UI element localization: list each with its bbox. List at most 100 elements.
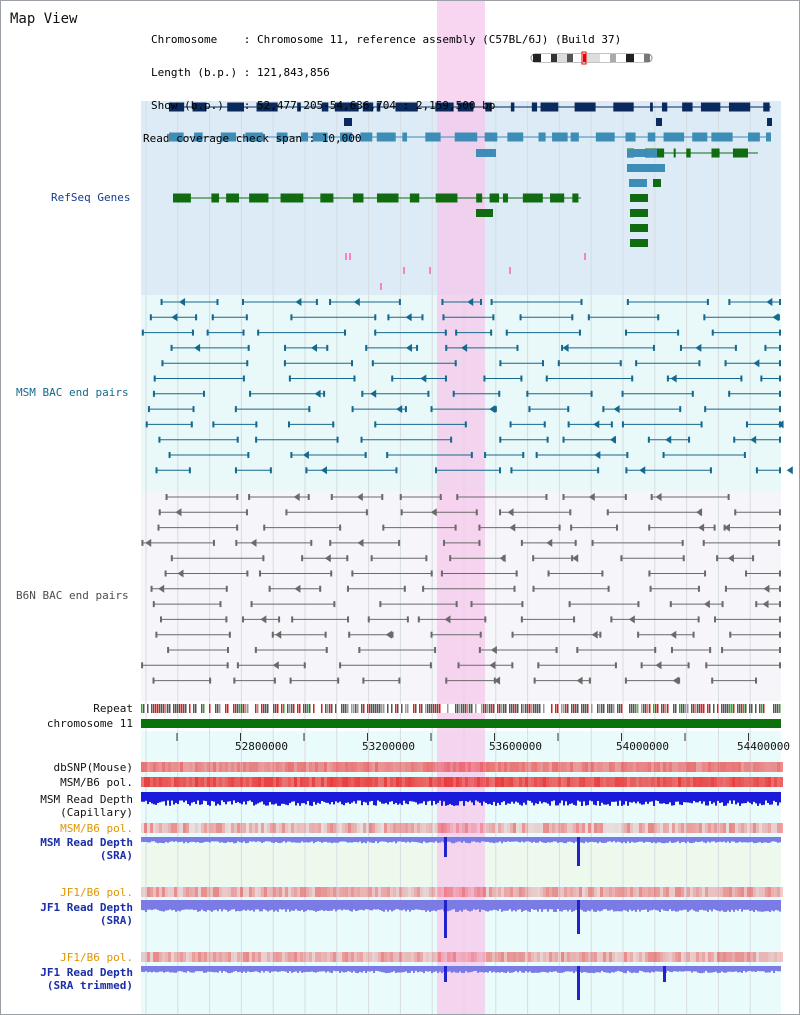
read-depth-bar — [631, 837, 633, 842]
repeat-element — [155, 704, 157, 713]
bac-end — [698, 360, 701, 367]
polymorphism-cell — [471, 887, 474, 897]
read-depth-bar — [163, 837, 165, 844]
read-depth-bar — [767, 837, 769, 843]
read-depth-bar — [689, 837, 691, 843]
polymorphism-cell — [444, 952, 447, 962]
bac-arrow — [179, 298, 186, 306]
repeat-element — [395, 704, 397, 713]
read-depth-bar — [387, 837, 389, 843]
polymorphism-cell — [603, 887, 606, 897]
track-label-msm-b6-pol-2[interactable]: MSM/B6 pol. — [60, 822, 133, 835]
polymorphism-cell — [501, 823, 504, 833]
read-depth-bar — [225, 966, 227, 972]
polymorphism-cell — [741, 952, 744, 962]
read-depth-bar — [477, 900, 479, 910]
track-label-msm-bac[interactable]: MSM BAC end pairs — [16, 386, 129, 399]
gene-exon — [360, 132, 373, 142]
repeat-element — [173, 704, 175, 713]
polymorphism-cell — [351, 823, 354, 833]
track-label-dbsnp[interactable]: dbSNP(Mouse) — [53, 761, 133, 774]
read-depth-bar — [651, 837, 653, 844]
polymorphism-cell — [330, 762, 333, 772]
track-label-jf1-depth-trim[interactable]: JF1 Read Depth — [40, 966, 133, 979]
polymorphism-cell — [240, 823, 243, 833]
polymorphism-cell — [567, 952, 570, 962]
polymorphism-cell — [576, 777, 579, 787]
polymorphism-cell — [651, 823, 654, 833]
polymorphism-cell — [186, 762, 189, 772]
read-depth-bar — [327, 792, 329, 803]
track-label-refseq[interactable]: RefSeq Genes — [51, 191, 131, 204]
repeat-element — [325, 704, 327, 713]
read-depth-bar — [735, 900, 737, 910]
read-depth-bar — [675, 837, 677, 843]
track-label-chromosome[interactable]: chromosome 11 — [46, 717, 133, 730]
read-depth-bar — [535, 900, 537, 910]
polymorphism-cell — [210, 952, 213, 962]
read-depth-bar — [765, 900, 767, 912]
polymorphism-cell — [714, 777, 717, 787]
repeat-element — [777, 704, 779, 713]
track-label-jf1-depth-sra[interactable]: JF1 Read Depth — [40, 901, 133, 914]
read-depth-bar — [567, 792, 569, 806]
polymorphism-cell — [342, 823, 345, 833]
repeat-element — [629, 704, 631, 713]
read-depth-bar — [525, 900, 527, 911]
bac-end — [545, 494, 548, 500]
polymorphism-cell — [744, 823, 747, 833]
read-depth-bar — [395, 966, 397, 973]
polymorphism-cell — [480, 952, 483, 962]
polymorphism-cell — [417, 887, 420, 897]
read-depth-bar — [197, 900, 199, 912]
ideogram-marker — [581, 51, 587, 65]
repeat-element — [167, 704, 169, 713]
track-label-msm-b6-pol-1[interactable]: MSM/B6 pol. — [60, 776, 133, 789]
bac-arrow — [490, 646, 497, 654]
polymorphism-cell — [396, 952, 399, 962]
polymorphism-cell — [387, 762, 390, 772]
bac-end — [779, 375, 781, 382]
read-depth-bar — [403, 837, 405, 842]
read-depth-bar — [299, 900, 301, 912]
read-depth-bar — [719, 966, 721, 973]
polymorphism-cell — [396, 777, 399, 787]
bac-end — [326, 344, 329, 351]
read-depth-bar — [697, 900, 699, 912]
bac-arrow — [324, 554, 331, 563]
read-depth-bar — [153, 792, 155, 805]
read-depth-bar — [575, 966, 577, 972]
repeat-element — [165, 704, 167, 713]
read-depth-bar — [769, 966, 771, 973]
polymorphism-cell — [261, 887, 264, 897]
read-depth-bar — [251, 900, 253, 911]
read-depth-bar — [441, 792, 443, 806]
read-depth-bar — [459, 837, 461, 842]
polymorphism-cell — [306, 762, 309, 772]
read-depth-bar — [331, 837, 333, 844]
read-depth-bar — [287, 837, 289, 842]
polymorphism-cell — [681, 952, 684, 962]
track-label-jf1-pol-2[interactable]: JF1/B6 pol. — [60, 951, 133, 964]
polymorphism-cell — [291, 887, 294, 897]
track-label-msm-depth-cap[interactable]: MSM Read Depth — [40, 793, 133, 806]
read-depth-bar — [381, 792, 383, 804]
gene-exon — [502, 193, 508, 203]
track-label-jf1-pol-1[interactable]: JF1/B6 pol. — [60, 886, 133, 899]
read-depth-bar — [747, 966, 749, 972]
track-label-msm-depth-sra[interactable]: MSM Read Depth — [40, 836, 133, 849]
bac-end — [682, 555, 685, 562]
bac-end — [150, 585, 153, 592]
bac-end — [374, 421, 377, 428]
track-label-b6n-bac[interactable]: B6N BAC end pairs — [16, 589, 129, 602]
read-depth-bar — [447, 837, 449, 842]
repeat-element — [515, 704, 517, 713]
read-depth-bar — [505, 837, 507, 843]
read-depth-bar — [517, 900, 519, 910]
track-label-repeat[interactable]: Repeat — [93, 702, 133, 715]
read-depth-bar — [731, 900, 733, 910]
polymorphism-cell — [177, 887, 180, 897]
polymorphism-cell — [336, 762, 339, 772]
read-depth-bar — [709, 792, 711, 802]
